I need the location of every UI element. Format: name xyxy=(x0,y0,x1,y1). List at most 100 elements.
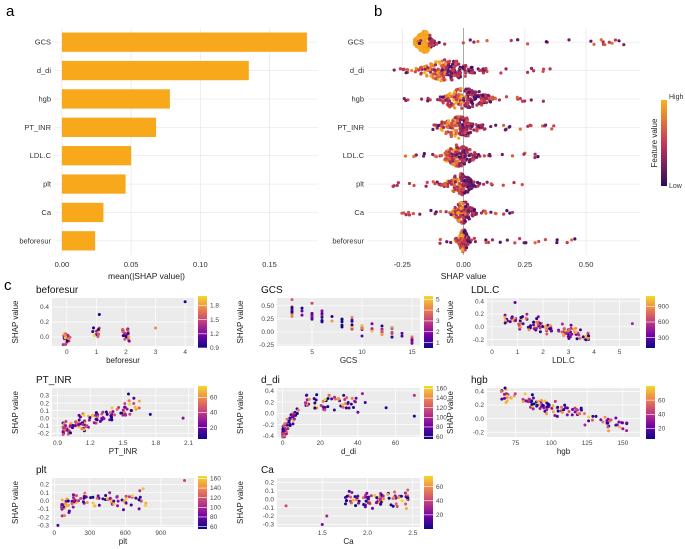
x-tick-label: 100 xyxy=(546,440,557,447)
scatter-point xyxy=(66,499,70,503)
plot-title: hgb xyxy=(471,375,488,386)
swarm-point-LDL.C xyxy=(459,164,463,168)
scatter-point xyxy=(332,408,336,412)
scatter-point xyxy=(148,412,152,416)
swarm-point-d_di xyxy=(464,70,468,74)
swarm-point-hgb xyxy=(445,94,449,98)
x-tick-label: 40 xyxy=(354,440,362,447)
scatter-point xyxy=(548,327,552,331)
scatter-point xyxy=(556,409,560,413)
swarm-point-beforesur xyxy=(465,239,470,243)
swarm-point-Ca xyxy=(508,211,512,215)
scatter-point xyxy=(524,316,528,320)
swarm-point-PT_INR xyxy=(454,115,458,120)
swarm-point-LDL.C xyxy=(455,164,459,168)
swarm-point-PT_INR xyxy=(468,130,473,135)
swarm-point-Ca xyxy=(407,213,412,217)
colorbar-tick-label: 20 xyxy=(210,425,218,432)
swarm-point-hgb xyxy=(484,96,489,100)
swarm-point-d_di xyxy=(438,61,442,65)
swarm-point-LDL.C xyxy=(533,152,537,156)
plot-title: Ca xyxy=(261,465,274,476)
scatter-point xyxy=(285,417,289,421)
scatter-point xyxy=(503,386,507,390)
scatter-point xyxy=(625,421,629,425)
scatter-point xyxy=(545,332,549,336)
scatter-point xyxy=(124,335,128,339)
plot-title: beforesur xyxy=(36,285,79,296)
y-tick-label: LDL.C xyxy=(343,151,365,160)
swarm-point-GCS xyxy=(567,38,571,42)
swarm-point-plt xyxy=(470,183,474,187)
swarm-point-LDL.C xyxy=(455,161,459,165)
scatter-point xyxy=(349,495,353,499)
swarm-point-LDL.C xyxy=(500,152,504,157)
y-tick-label: 0.3 xyxy=(40,393,49,400)
colorbar-tick-label: 1.2 xyxy=(210,331,219,338)
panel-label-a: a xyxy=(6,3,15,20)
scatter-point xyxy=(327,393,331,397)
y-tick-label: d_di xyxy=(37,66,52,75)
scatter-point xyxy=(546,323,550,327)
swarm-point-plt xyxy=(489,182,493,186)
scatter-point xyxy=(601,420,605,424)
swarm-point-hgb xyxy=(481,93,485,98)
scatter-point xyxy=(91,495,95,499)
y-tick-label: -0.2 xyxy=(473,429,485,436)
swarm-point-Ca xyxy=(457,218,461,222)
scatter-point xyxy=(560,410,564,414)
scatter-point xyxy=(144,501,148,505)
x-axis-title: mean(|SHAP value|) xyxy=(108,271,185,281)
scatter-point xyxy=(578,336,582,340)
swarm-point-d_di xyxy=(392,68,396,72)
swarm-point-d_di xyxy=(471,70,475,74)
scatter-point xyxy=(364,495,368,499)
plot-background xyxy=(277,388,420,437)
scatter-point xyxy=(400,334,404,338)
swarm-point-beforesur xyxy=(555,240,559,245)
scatter-point xyxy=(104,410,108,414)
scatter-point xyxy=(577,333,581,337)
scatter-point xyxy=(586,336,590,340)
scatter-point xyxy=(137,498,141,502)
swarm-point-PT_INR xyxy=(543,124,547,128)
swarm-point-beforesur xyxy=(464,245,469,250)
swarm-point-PT_INR xyxy=(489,124,493,129)
scatter-point xyxy=(553,413,557,417)
scatter-point xyxy=(70,502,74,506)
swarm-point-GCS xyxy=(599,38,603,42)
scatter-point xyxy=(303,401,307,405)
scatter-point xyxy=(307,397,311,401)
scatter-point xyxy=(134,496,138,500)
scatter-point xyxy=(360,392,364,396)
swarm-point-d_di xyxy=(456,74,460,78)
swarm-point-LDL.C xyxy=(510,154,515,158)
swarm-point-d_di xyxy=(442,58,447,62)
scatter-point xyxy=(81,422,85,426)
scatter-point xyxy=(288,417,292,421)
swarm-point-PT_INR xyxy=(455,123,459,128)
scatter-point xyxy=(137,399,141,403)
y-tick-label: 0.4 xyxy=(40,304,49,311)
y-tick-label: 0.2 xyxy=(265,399,274,406)
x-tick-label: 0.05 xyxy=(124,260,139,269)
scatter-point xyxy=(72,497,76,501)
swarm-point-Ca xyxy=(453,209,457,213)
swarm-point-LDL.C xyxy=(444,157,448,161)
swarm-point-Ca xyxy=(456,211,460,215)
scatter-point xyxy=(586,331,590,335)
scatter-point xyxy=(63,333,67,337)
swarm-point-d_di xyxy=(434,60,438,64)
swarm-point-LDL.C xyxy=(440,153,444,158)
colorbar-tick-label: 2 xyxy=(436,329,440,336)
scatter-point xyxy=(77,423,81,427)
plot-title: LDL.C xyxy=(471,285,499,296)
scatter-point xyxy=(344,502,348,506)
swarm-point-PT_INR xyxy=(550,127,554,131)
bar-d_di xyxy=(61,60,249,81)
swarm-point-d_di xyxy=(433,68,437,72)
colorbar-tick-label: 20 xyxy=(436,512,444,519)
scatter-point xyxy=(181,416,185,420)
y-tick-label: 0.0 xyxy=(40,415,49,422)
